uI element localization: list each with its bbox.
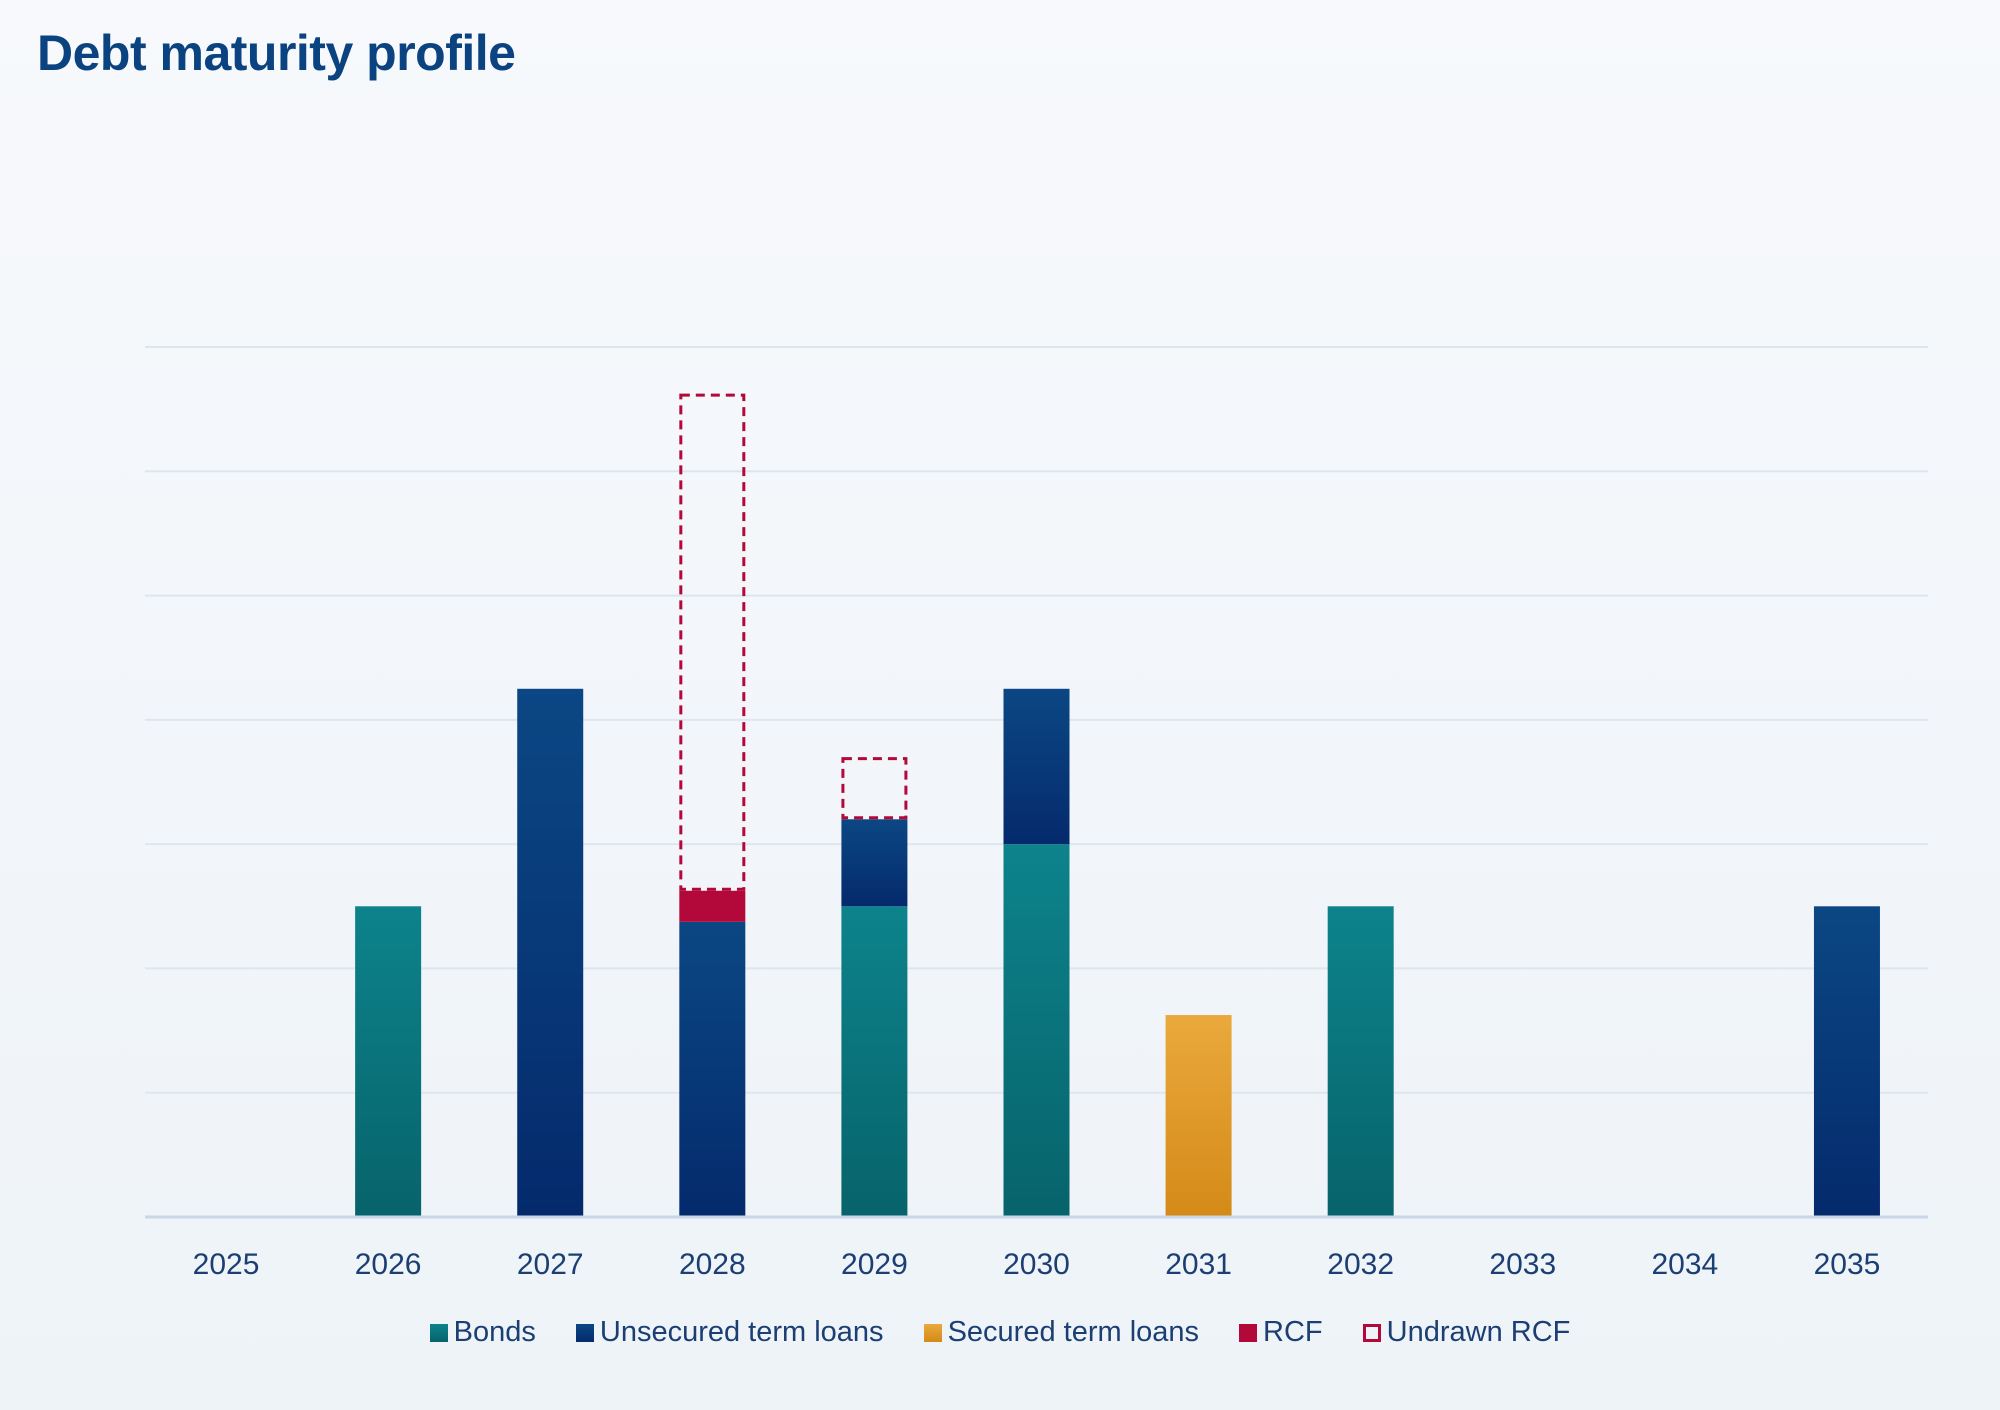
chart-title: Debt maturity profile: [37, 25, 516, 81]
bars: [355, 393, 1880, 1217]
x-tick-label: 2029: [841, 1248, 908, 1281]
bar-bonds-2026: [355, 906, 422, 1217]
bar-unsecured-term-loans-2028: [679, 921, 746, 1217]
x-axis-ticks: 2025 2026 2027 2028 2029 2030 2031 2032 2033 2034…: [193, 1248, 1881, 1281]
x-tick-label: 2026: [355, 1248, 422, 1281]
legend-label: Unsecured term loans: [599, 1316, 884, 1348]
legend-label: Undrawn RCF: [1386, 1316, 1571, 1348]
x-tick-label: 2033: [1489, 1248, 1556, 1281]
legend-item: RCF: [1239, 1316, 1323, 1349]
legend-swatch: [429, 1323, 448, 1342]
bar-secured-term-loans-2031: [1165, 1015, 1232, 1217]
bar-unsecured-term-loans-2030: [1003, 688, 1070, 845]
legend-label: Secured term loans: [947, 1316, 1200, 1348]
bar-undrawn-rcf-2028: [679, 393, 746, 891]
legend-swatch: [1362, 1323, 1381, 1342]
bar-bonds-2029: [841, 906, 908, 1217]
chart-legend: Bonds Unsecured term loans Secured term lo…: [0, 1316, 2000, 1349]
bar-unsecured-term-loans-2027: [517, 688, 584, 1217]
bar-bonds-2030: [1003, 844, 1070, 1217]
legend-swatch: [575, 1323, 594, 1342]
x-tick-label: 2027: [517, 1248, 584, 1281]
bar-rcf-2028: [679, 890, 746, 922]
bar-unsecured-term-loans-2029: [841, 819, 908, 907]
legend-item: Unsecured term loans: [575, 1316, 884, 1349]
x-tick-label: 2035: [1814, 1248, 1881, 1281]
x-tick-label: 2028: [679, 1248, 746, 1281]
legend-label: RCF: [1263, 1316, 1323, 1348]
legend-item: Undrawn RCF: [1362, 1316, 1571, 1349]
x-tick-label: 2034: [1651, 1248, 1718, 1281]
bar-bonds-2032: [1327, 906, 1394, 1217]
x-tick-label: 2025: [193, 1248, 260, 1281]
x-tick-label: 2032: [1327, 1248, 1394, 1281]
x-tick-label: 2030: [1003, 1248, 1070, 1281]
legend-label: Bonds: [453, 1316, 536, 1348]
legend-item: Secured term loans: [923, 1316, 1200, 1349]
legend-swatch: [1239, 1323, 1258, 1342]
x-tick-label: 2031: [1165, 1248, 1232, 1281]
bar-undrawn-rcf-2029: [841, 757, 908, 820]
legend-item: Bonds: [429, 1316, 536, 1349]
legend-swatch: [923, 1323, 942, 1342]
bar-unsecured-term-loans-2035: [1813, 906, 1880, 1217]
